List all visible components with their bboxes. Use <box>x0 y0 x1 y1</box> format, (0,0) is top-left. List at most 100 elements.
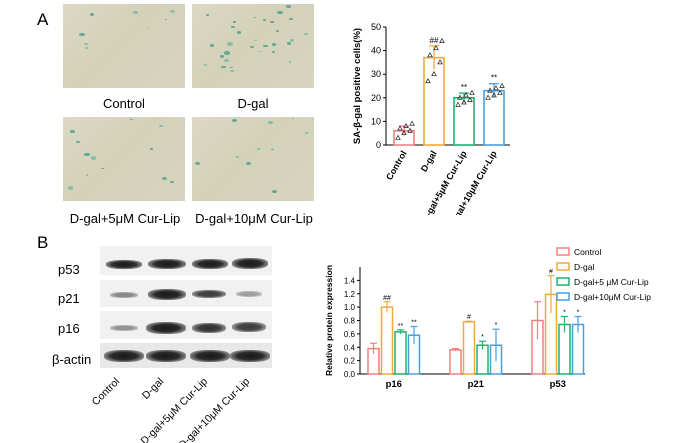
significance-mark: ** <box>461 83 467 92</box>
stained-cell <box>203 64 207 66</box>
blot-strip-p16 <box>100 311 272 339</box>
stained-cell <box>230 69 235 73</box>
stained-cell <box>271 148 274 151</box>
stained-cell <box>89 13 95 17</box>
stained-cell <box>130 118 133 121</box>
micrograph-dgal-5um <box>63 117 185 201</box>
significance-mark: ## <box>430 36 439 45</box>
blot-label-p16: p16 <box>58 321 80 336</box>
stained-cell <box>90 156 96 160</box>
stained-cell <box>304 32 308 36</box>
blot-band <box>236 291 262 297</box>
panel-letter-a: A <box>37 10 49 29</box>
data-point <box>493 85 499 91</box>
data-point <box>409 120 415 126</box>
y-tick-label: 0.2 <box>344 357 356 366</box>
significance-mark: # <box>549 269 553 276</box>
significance-mark: # <box>467 314 471 321</box>
blot-lane-label: Control <box>90 376 122 408</box>
x-tick-label: p21 <box>468 379 485 390</box>
data-point <box>467 96 473 103</box>
stained-cell <box>223 58 230 62</box>
blot-label-p53: p53 <box>58 262 80 277</box>
legend-label: D-gal <box>574 262 594 272</box>
data-point <box>427 52 433 58</box>
stained-cell <box>67 186 74 190</box>
significance-mark: * <box>563 309 566 316</box>
legend-label: Control <box>574 247 602 257</box>
blot-band <box>148 289 186 300</box>
micrograph-dgal-10um <box>192 117 314 201</box>
blot-lane-labels: Control D-gal D-gal+5μM Cur-Lip D-gal+10… <box>90 376 252 443</box>
significance-mark: ** <box>491 74 497 83</box>
data-point <box>401 129 407 136</box>
legend-label: D-gal+5 μM Cur-Lip <box>574 277 649 287</box>
blot-band <box>232 322 266 332</box>
stained-cell <box>250 46 254 49</box>
stained-cell <box>286 42 292 45</box>
stained-cell <box>237 31 242 34</box>
blot-strip-beta-actin <box>100 343 272 368</box>
stained-cell <box>220 55 225 58</box>
stained-cell <box>161 176 167 180</box>
blot-strip-p21 <box>100 280 272 307</box>
stained-cell <box>210 44 214 47</box>
stained-cell <box>232 119 237 123</box>
y-tick-label: 0.8 <box>344 317 356 326</box>
legend-swatch <box>556 292 570 301</box>
protein-expression-chart: 0.0 0.2 0.4 0.6 0.8 1.0 1.2 1.4 Relative protein… <box>324 247 651 390</box>
stained-cell <box>262 19 266 21</box>
micrograph-label-dgal-5um: D-gal+5μM Cur-Lip <box>69 211 181 226</box>
y-tick-label: 30 <box>371 69 381 79</box>
micrograph-label-dgal: D-gal <box>237 96 269 111</box>
stained-cell <box>205 14 209 16</box>
blot-band <box>232 258 268 269</box>
blot-strip-p53 <box>100 246 272 275</box>
blot-band <box>192 323 226 333</box>
stained-cell <box>235 155 239 158</box>
y-axis-label: Relative protein expression <box>324 265 334 376</box>
data-point <box>457 94 463 100</box>
stained-cell <box>169 181 174 184</box>
stained-cell <box>84 42 88 45</box>
stained-cell <box>227 42 234 46</box>
blot-band <box>192 259 228 269</box>
stained-cell <box>270 20 275 23</box>
data-point <box>433 45 439 51</box>
significance-mark: * <box>481 334 484 341</box>
data-point <box>439 37 445 44</box>
blot-lane-label: D-gal+10μM Cur-Lip <box>176 376 252 443</box>
y-tick-label: 1.2 <box>344 290 356 299</box>
stained-cell <box>221 65 226 69</box>
y-tick-label: 1.4 <box>344 276 356 285</box>
blot-band <box>146 350 186 362</box>
bar <box>483 89 505 146</box>
y-tick-label: 0.4 <box>344 343 356 352</box>
data-point <box>431 70 437 77</box>
stained-cell <box>271 43 277 47</box>
stained-cell <box>288 61 292 63</box>
significance-mark: ** <box>411 320 417 327</box>
stained-cell <box>84 47 89 50</box>
bar <box>449 349 462 375</box>
stained-cell <box>231 25 235 28</box>
stained-cell <box>305 132 309 135</box>
stained-cell <box>256 147 260 150</box>
stained-cell <box>86 174 89 176</box>
data-point <box>425 78 431 84</box>
data-point <box>437 59 443 65</box>
micrograph-label-control: Control <box>103 96 145 111</box>
legend-swatch <box>556 247 570 256</box>
y-tick-label: 0 <box>376 140 381 150</box>
data-point <box>497 89 503 95</box>
stained-cell <box>271 50 276 53</box>
bar <box>394 331 407 375</box>
data-point <box>395 134 401 140</box>
blot-band <box>106 260 142 269</box>
x-tick-label: p16 <box>386 379 402 390</box>
y-tick-label: 0.0 <box>344 370 356 379</box>
significance-mark: * <box>577 309 580 316</box>
blot-band <box>110 325 138 331</box>
stained-cell <box>101 167 104 170</box>
y-tick-label: 1.0 <box>344 303 356 312</box>
